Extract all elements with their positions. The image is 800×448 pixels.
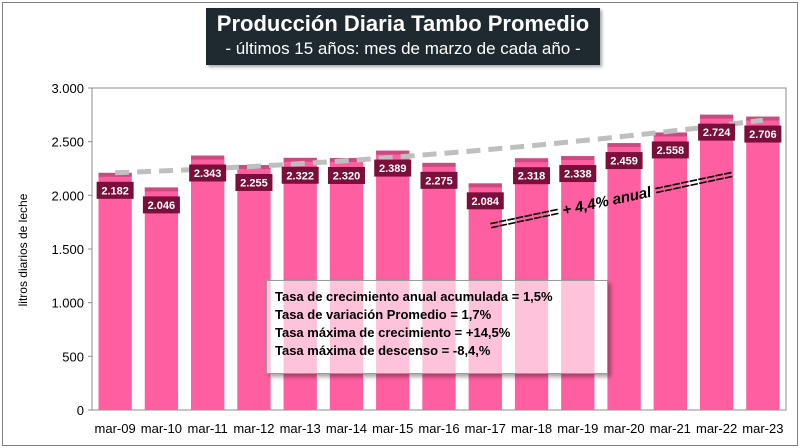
data-label-bg	[189, 164, 227, 182]
bar-cap	[514, 158, 549, 163]
data-label: 2.724	[703, 127, 731, 139]
data-label: 2.706	[749, 129, 777, 141]
bar	[98, 175, 132, 410]
stat-line-max-decline: Tasa máxima de descenso = -8,4,%	[275, 343, 491, 358]
bar-cap	[283, 157, 317, 162]
data-label-bg	[96, 181, 134, 199]
bar	[699, 117, 734, 411]
x-tick-label: mar-09	[95, 421, 136, 436]
x-tick-label: mar-15	[372, 421, 413, 436]
stat-line-accumulated: Tasa de crecimiento anual acumulada = 1,…	[275, 289, 553, 304]
x-tick-label: mar-14	[326, 421, 367, 436]
bar	[144, 190, 179, 410]
data-label: 2.343	[194, 168, 222, 180]
data-label-bg	[698, 123, 736, 141]
x-tick-label: mar-18	[511, 421, 552, 436]
data-label: 2.459	[610, 156, 638, 168]
data-label: 2.389	[379, 163, 407, 175]
chart-subtitle: - últimos 15 años: mes de marzo de cada …	[225, 39, 581, 58]
data-label-bg	[513, 167, 551, 185]
data-label-bg	[744, 125, 782, 143]
data-label-bg	[281, 166, 319, 184]
chart-title-box: Producción Diaria Tambo Promedio - últim…	[206, 8, 600, 65]
stat-line-max-growth: Tasa máxima de crecimiento = +14,5%	[275, 325, 511, 340]
bar	[237, 167, 271, 410]
bar-cap	[376, 150, 410, 155]
data-label: 2.558	[657, 145, 685, 157]
data-label: 2.318	[518, 171, 546, 183]
stat-line-average: Tasa de variación Promedio = 1,7%	[275, 307, 492, 322]
bar-cap	[607, 143, 641, 148]
x-tick-label: mar-16	[418, 421, 459, 436]
y-tick-label: 0	[77, 403, 84, 418]
y-axis-label: litros diarios de leche	[16, 193, 30, 306]
chart-title: Producción Diaria Tambo Promedio	[216, 11, 590, 36]
data-label: 2.046	[148, 200, 176, 212]
x-tick-label: mar-22	[696, 421, 737, 436]
bar-cap	[144, 187, 179, 192]
bar-cap	[191, 155, 225, 160]
data-label: 2.322	[286, 170, 314, 182]
bar-cap	[468, 183, 502, 188]
data-label: 2.182	[101, 185, 129, 197]
x-tick-label: mar-10	[141, 421, 182, 436]
x-tick-label: mar-21	[650, 421, 691, 436]
data-label-bg	[420, 171, 458, 189]
x-tick-label: mar-20	[603, 421, 644, 436]
x-tick-label: mar-13	[280, 421, 321, 436]
x-tick-label: mar-12	[233, 421, 274, 436]
data-label: 2.338	[564, 169, 592, 181]
y-tick-label: 2.000	[51, 188, 84, 203]
data-label-bg	[651, 141, 689, 159]
data-label-bg	[466, 192, 504, 210]
bar-cap	[422, 162, 456, 167]
bar-cap	[746, 116, 780, 121]
trend-group	[115, 117, 764, 176]
data-label-bg	[374, 159, 412, 177]
stats-info-box: Tasa de crecimiento anual acumulada = 1,…	[266, 280, 608, 374]
data-label: 2.320	[333, 170, 361, 182]
axes-group: 0 500 1.000 1.500 2.000 2.500 3.000 mar-09 mar-1…	[51, 81, 787, 436]
data-label: 2.255	[240, 177, 268, 189]
data-label-bg	[559, 165, 597, 183]
bar-cap	[699, 114, 734, 119]
bar	[191, 158, 225, 410]
y-tick-label: 500	[62, 349, 84, 364]
x-tick-label: mar-23	[742, 421, 783, 436]
data-label: 2.275	[425, 175, 453, 187]
bar	[607, 146, 641, 411]
data-label-bg	[142, 196, 180, 214]
data-label-bg	[235, 173, 273, 191]
bar	[653, 135, 687, 410]
x-tick-label: mar-19	[557, 421, 598, 436]
data-label-bg	[327, 166, 365, 184]
y-tick-label: 2.500	[51, 135, 84, 150]
trendline	[115, 117, 764, 176]
bar-cap	[561, 156, 595, 161]
y-tick-label: 3.000	[51, 81, 84, 96]
y-tick-label: 1.000	[51, 296, 84, 311]
data-label-bg	[605, 152, 643, 170]
data-label: 2.084	[472, 196, 500, 208]
x-tick-label: mar-17	[465, 421, 506, 436]
bar-cap	[653, 132, 687, 137]
bar	[746, 119, 780, 410]
y-tick-label: 1.500	[51, 242, 84, 257]
data-labels-group: 2.182 2.046 2.343 2.255 2.322 2.320 2.389 2.275…	[96, 123, 782, 214]
x-tick-label: mar-11	[188, 421, 228, 436]
bar-cap	[98, 172, 132, 177]
